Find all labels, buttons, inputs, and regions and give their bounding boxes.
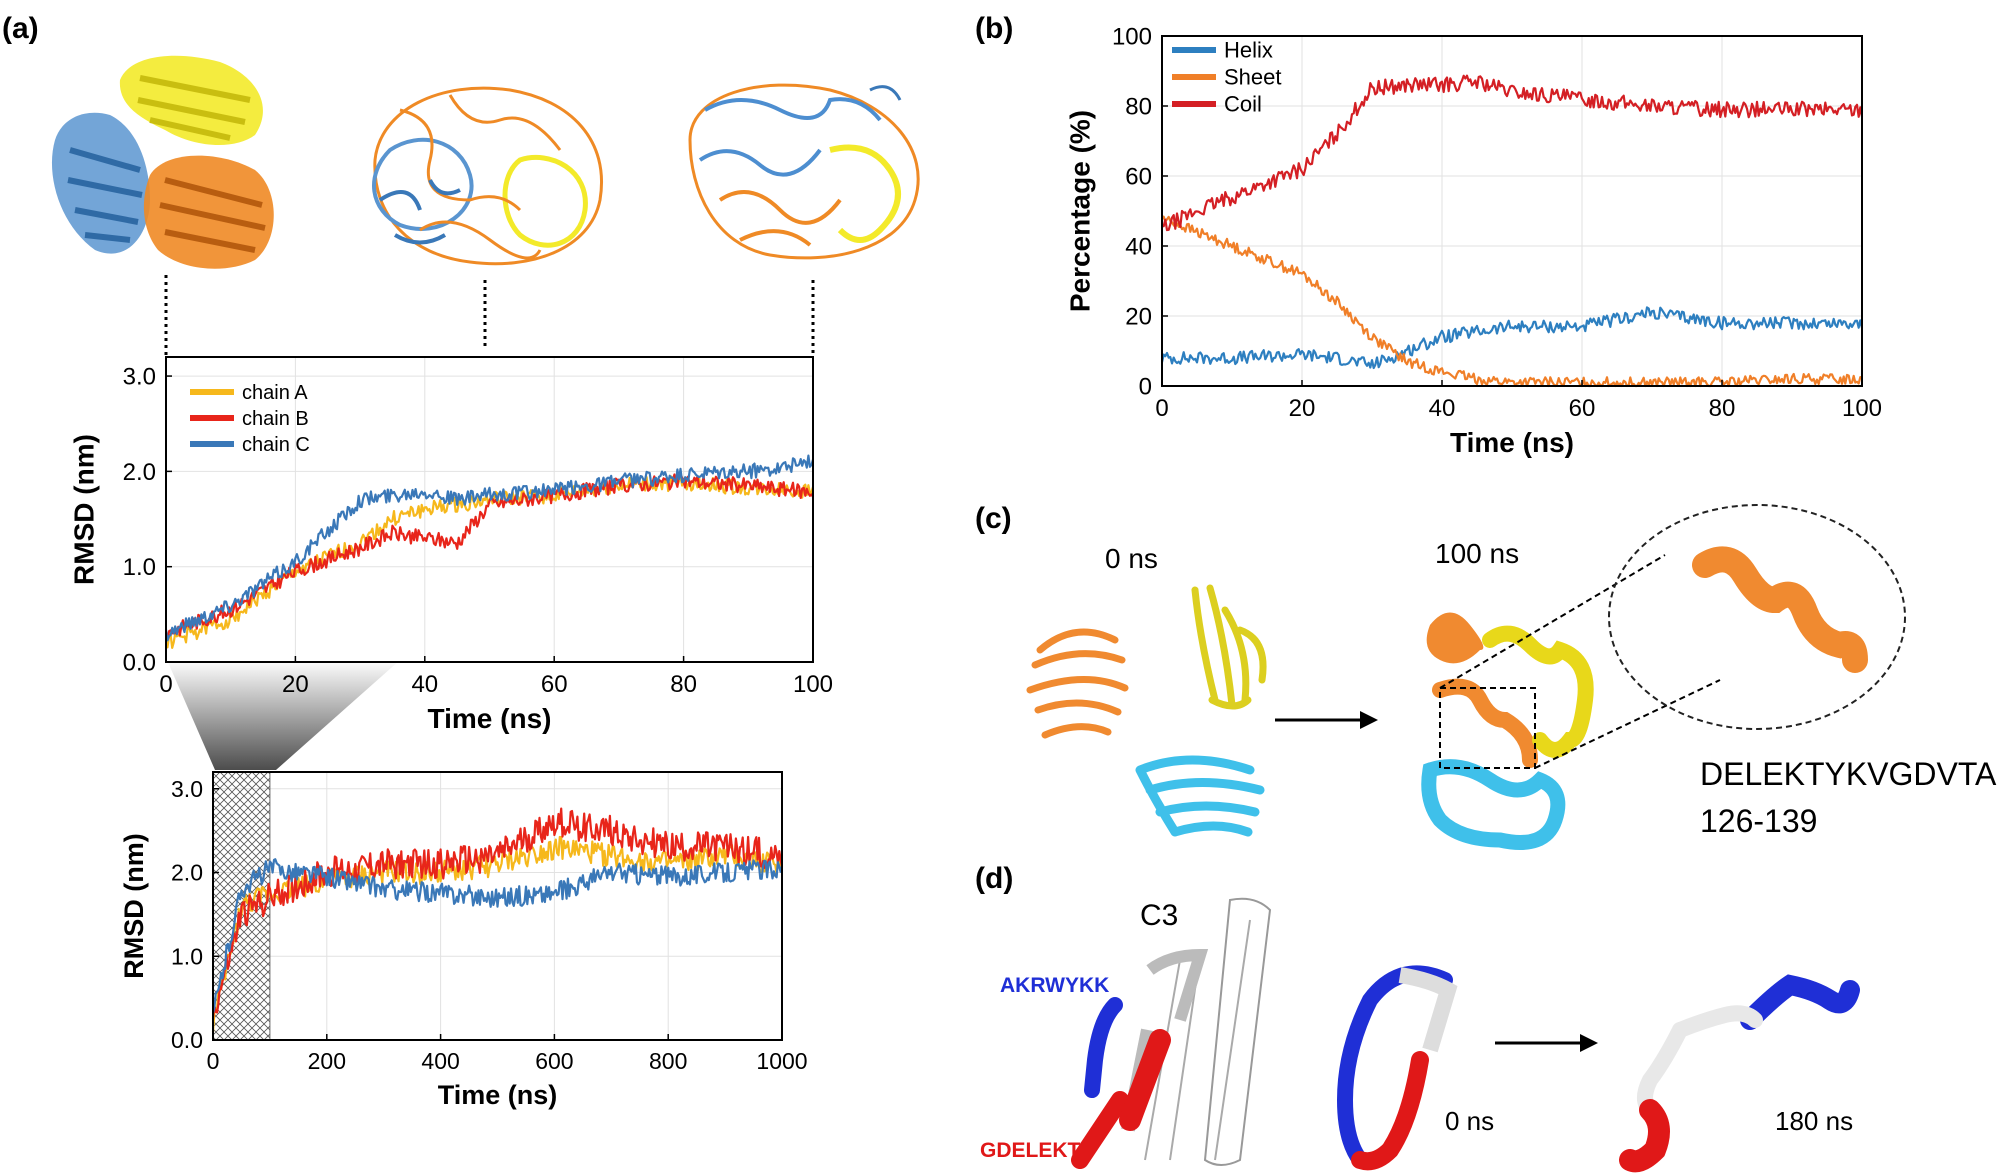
secondary-structure-chart: 0 20 40 60 80 100 0 20 40 60 80 100 Time (ns) Percent…	[1065, 23, 1882, 458]
y-tick-label: 40	[1125, 233, 1152, 260]
x-tick-label: 20	[282, 671, 309, 698]
monomer-yellow-0ns	[1191, 584, 1267, 710]
x-tick-label: 20	[1289, 395, 1316, 422]
monomer-cyan-0ns	[1135, 755, 1265, 837]
d-label-red: GDELEKT	[980, 1139, 1081, 1162]
y-tick-label: 2.0	[171, 860, 203, 886]
series-line-chain-b	[164, 472, 814, 641]
y-axis-label: Percentage (%)	[1065, 110, 1096, 312]
series-line-chain-c	[211, 858, 784, 1014]
c-zoom-line-top	[1439, 554, 1666, 689]
helix-segment	[1692, 546, 1868, 673]
series-line-helix	[1160, 306, 1864, 370]
d-title: C3	[1140, 899, 1178, 932]
x-axis-label: Time (ns)	[438, 1080, 558, 1110]
y-tick-label: 100	[1112, 23, 1152, 50]
y-tick-label: 2.0	[123, 459, 156, 486]
d-label-blue: AKRWYKK	[1000, 974, 1109, 997]
legend-label: chain A	[242, 382, 308, 404]
d-time-end: 180 ns	[1775, 1106, 1853, 1136]
trimer-structure-100ns	[688, 83, 920, 260]
series-line-chain-b	[211, 807, 784, 1020]
x-tick-label: 60	[541, 671, 568, 698]
series-line-chain-c	[164, 454, 815, 642]
panel-label-d: (d)	[975, 862, 1013, 895]
d-time-start: 0 ns	[1445, 1106, 1494, 1136]
plot-frame	[165, 356, 814, 663]
c-sequence: DELEKTYKVGDVTA	[1700, 756, 1997, 792]
monomers-100ns	[1421, 612, 1594, 850]
rmsd-chart-1000ns: 0 200 400 600 800 1000 0.0 1.0 2.0 3.0 Time (ns) RM…	[119, 771, 808, 1110]
c-zoom-box	[1439, 687, 1536, 769]
c-zoom-line-bottom	[1534, 679, 1721, 769]
y-tick-label: 3.0	[123, 363, 156, 390]
y-tick-label: 20	[1125, 303, 1152, 330]
trimer-structure-0ns	[51, 55, 274, 269]
x-tick-label: 0	[1155, 395, 1168, 422]
series-line-coil	[1161, 74, 1864, 232]
x-tick-label: 80	[670, 671, 697, 698]
panel-label-c: (c)	[975, 502, 1012, 535]
unfolded-180ns	[1619, 974, 1860, 1173]
x-tick-label: 40	[411, 671, 438, 698]
y-axis-label: RMSD (nm)	[69, 434, 100, 585]
series-line-chain-a	[211, 835, 784, 1033]
x-tick-label: 40	[1429, 395, 1456, 422]
plot-area	[166, 357, 813, 662]
x-tick-label: 0	[159, 671, 172, 698]
x-tick-label: 1000	[756, 1048, 807, 1074]
y-tick-label: 0.0	[123, 649, 156, 676]
legend-label: Sheet	[1224, 65, 1282, 90]
c-arrowhead	[1360, 711, 1378, 729]
plot-frame	[212, 771, 783, 1041]
x-tick-label: 400	[421, 1048, 459, 1074]
panel-label-a: (a)	[2, 12, 39, 45]
x-axis-label: Time (ns)	[428, 703, 552, 734]
trimer-structure-50ns	[372, 86, 603, 266]
plot-frame	[1161, 35, 1863, 387]
y-axis-label: RMSD (nm)	[119, 833, 149, 978]
c-time-end: 100 ns	[1435, 538, 1519, 569]
x-axis-label: Time (ns)	[1450, 427, 1574, 458]
legend-label: Coil	[1224, 92, 1262, 117]
x-tick-label: 800	[649, 1048, 687, 1074]
x-tick-label: 100	[793, 671, 833, 698]
rmsd-chart-100ns: 0 20 40 60 80 100 0.0 1.0 2.0 3.0 Time (ns) RMSD (n…	[69, 356, 833, 734]
d-arrowhead	[1580, 1034, 1598, 1052]
legend-label: chain B	[242, 408, 309, 430]
c-time-start: 0 ns	[1105, 543, 1158, 574]
x-tick-label: 100	[1842, 395, 1882, 422]
x-tick-label: 60	[1569, 395, 1596, 422]
hairpin-0ns	[1336, 965, 1458, 1171]
y-tick-label: 60	[1125, 163, 1152, 190]
c-residue-range: 126-139	[1700, 803, 1817, 839]
y-tick-label: 80	[1125, 93, 1152, 120]
x-tick-label: 0	[207, 1048, 220, 1074]
zoom-funnel	[167, 660, 400, 770]
x-tick-label: 80	[1709, 395, 1736, 422]
c3-sheet-structure	[1071, 897, 1272, 1169]
c-zoom-ellipse	[1608, 504, 1906, 730]
x-tick-label: 600	[535, 1048, 573, 1074]
legend-label: chain C	[242, 434, 310, 456]
monomer-orange-0ns	[1026, 628, 1129, 739]
panel-label-b: (b)	[975, 12, 1013, 45]
x-tick-label: 200	[308, 1048, 346, 1074]
legend-label: Helix	[1224, 38, 1273, 63]
y-tick-label: 1.0	[171, 943, 203, 969]
series-line-sheet	[1161, 215, 1863, 388]
y-tick-label: 3.0	[171, 776, 203, 802]
y-tick-label: 0.0	[171, 1027, 203, 1053]
y-tick-label: 0	[1139, 373, 1152, 400]
y-tick-label: 1.0	[123, 554, 156, 581]
